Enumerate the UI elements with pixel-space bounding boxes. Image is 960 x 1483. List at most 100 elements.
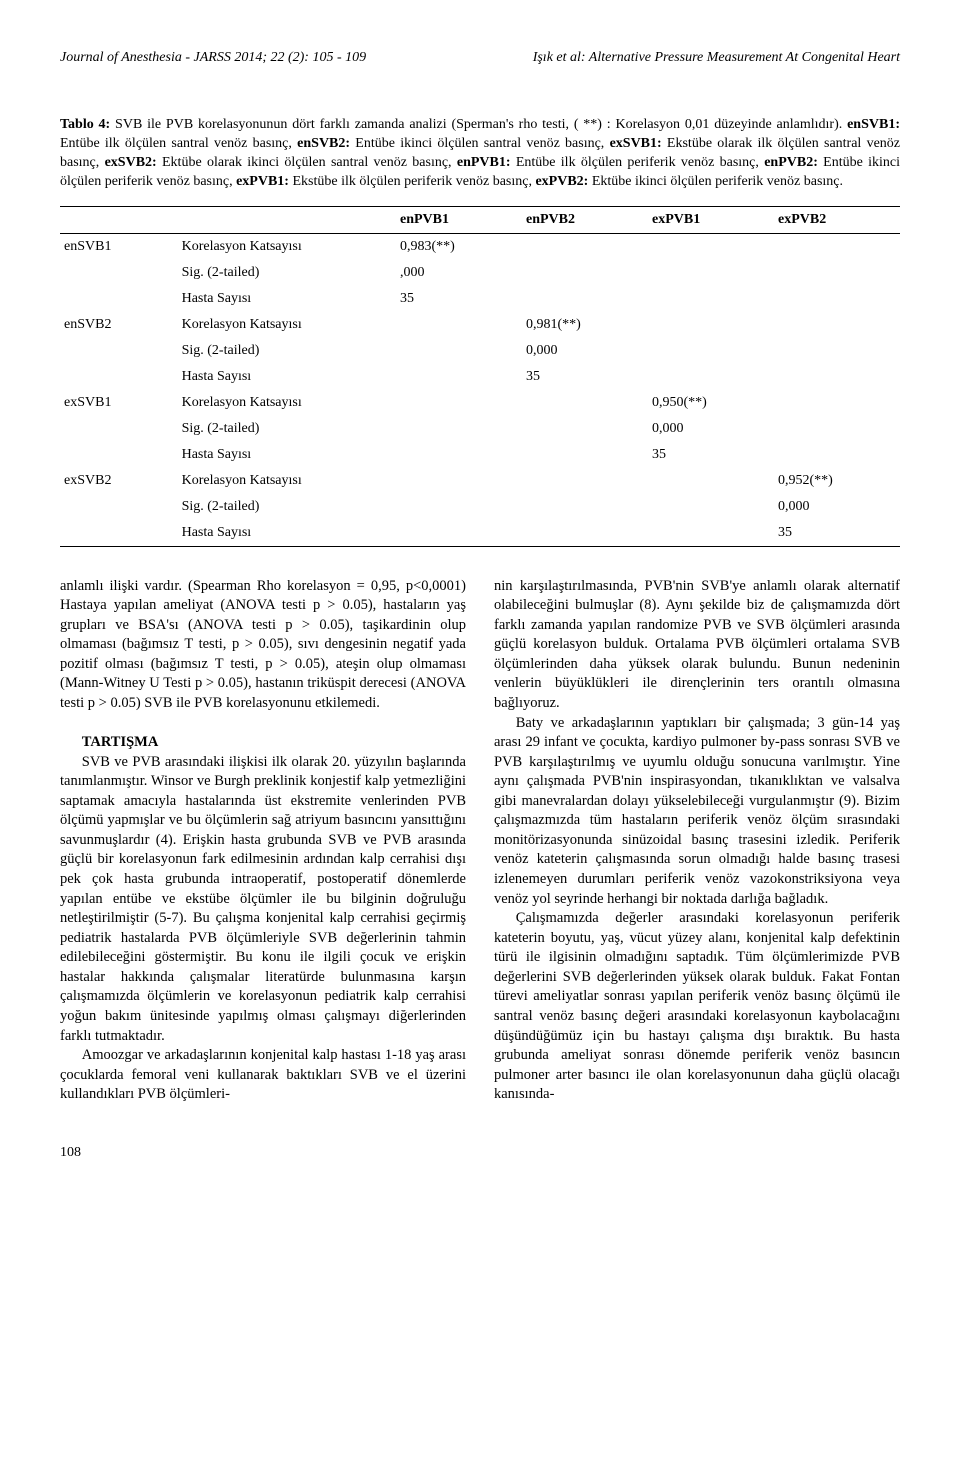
paragraph: SVB ve PVB arasındaki ilişkisi ilk olara…	[60, 753, 466, 1046]
table-row: enSVB1Korelasyon Katsayısı0,983(**)	[60, 233, 900, 260]
table-header-cell	[178, 206, 396, 233]
paragraph: anlamlı ilişki vardır. (Spearman Rho kor…	[60, 577, 466, 714]
table-cell	[774, 416, 900, 442]
table-cell	[396, 364, 522, 390]
table-cell	[648, 338, 774, 364]
caption-bold: exPVB1:	[236, 174, 289, 189]
table-cell	[396, 494, 522, 520]
caption-bold: enSVB2:	[297, 136, 350, 151]
table-cell	[648, 260, 774, 286]
table-cell	[522, 233, 648, 260]
caption-bold: enPVB2:	[764, 155, 818, 170]
table-row: Sig. (2-tailed) 0,000	[60, 416, 900, 442]
correlation-table: enPVB1 enPVB2 exPVB1 exPVB2 enSVB1Korela…	[60, 206, 900, 547]
table-cell	[774, 364, 900, 390]
table-cell: 0,983(**)	[396, 233, 522, 260]
body-text: anlamlı ilişki vardır. (Spearman Rho kor…	[60, 577, 900, 1105]
table-cell	[522, 390, 648, 416]
table-row: enSVB2Korelasyon Katsayısı0,981(**)	[60, 312, 900, 338]
table-cell	[774, 233, 900, 260]
table-cell: 0,952(**)	[774, 468, 900, 494]
row-group-label	[60, 416, 178, 442]
table-caption: Tablo 4: SVB ile PVB korelasyonunun dört…	[60, 116, 900, 192]
caption-text: Ekstübe ilk ölçülen periferik venöz bası…	[289, 174, 535, 189]
table-cell: 0,981(**)	[522, 312, 648, 338]
row-metric-name: Sig. (2-tailed)	[178, 416, 396, 442]
table-cell	[648, 233, 774, 260]
row-metric-name: Sig. (2-tailed)	[178, 338, 396, 364]
table-cell: 0,000	[774, 494, 900, 520]
table-row: Hasta Sayısı 35	[60, 364, 900, 390]
caption-text: Ektübe olarak ikinci ölçülen santral ven…	[157, 155, 457, 170]
table-cell: 35	[648, 442, 774, 468]
table-cell	[648, 364, 774, 390]
table-cell	[774, 312, 900, 338]
table-cell	[396, 338, 522, 364]
table-cell	[774, 390, 900, 416]
caption-text: SVB ile PVB korelasyonunun dört farklı z…	[110, 117, 847, 132]
caption-bold: exSVB1:	[610, 136, 662, 151]
table-cell	[522, 286, 648, 312]
row-metric-name: Hasta Sayısı	[178, 442, 396, 468]
table-header-cell: exPVB1	[648, 206, 774, 233]
table-cell	[522, 416, 648, 442]
table-cell	[522, 442, 648, 468]
row-group-label	[60, 338, 178, 364]
row-metric-name: Korelasyon Katsayısı	[178, 312, 396, 338]
table-cell: 35	[774, 520, 900, 547]
table-cell	[648, 312, 774, 338]
table-row: Sig. (2-tailed),000	[60, 260, 900, 286]
row-group-label: enSVB1	[60, 233, 178, 260]
table-cell	[396, 520, 522, 547]
paragraph: nin karşılaştırılmasında, PVB'nin SVB'ye…	[494, 577, 900, 714]
row-metric-name: Korelasyon Katsayısı	[178, 390, 396, 416]
table-cell	[648, 494, 774, 520]
table-row: Sig. (2-tailed) 0,000	[60, 338, 900, 364]
caption-bold: exPVB2:	[535, 174, 588, 189]
paragraph: Baty ve arkadaşlarının yaptıkları bir ça…	[494, 714, 900, 910]
row-group-label	[60, 442, 178, 468]
row-metric-name: Korelasyon Katsayısı	[178, 233, 396, 260]
row-metric-name: Korelasyon Katsayısı	[178, 468, 396, 494]
caption-text: Ektübe ikinci ölçülen periferik venöz ba…	[588, 174, 843, 189]
row-metric-name: Hasta Sayısı	[178, 286, 396, 312]
row-metric-name: Sig. (2-tailed)	[178, 260, 396, 286]
table-row: Hasta Sayısı35	[60, 286, 900, 312]
caption-bold: enSVB1:	[847, 117, 900, 132]
table-cell: 35	[522, 364, 648, 390]
article-title-short: Işık et al: Alternative Pressure Measure…	[533, 50, 900, 66]
row-group-label	[60, 494, 178, 520]
table-cell: 0,000	[522, 338, 648, 364]
table-cell	[396, 416, 522, 442]
paragraph	[60, 714, 466, 734]
row-group-label	[60, 520, 178, 547]
paragraph: Amoozgar ve arkadaşlarının konjenital ka…	[60, 1046, 466, 1105]
table-cell: ,000	[396, 260, 522, 286]
table-header-cell: enPVB2	[522, 206, 648, 233]
table-cell	[774, 442, 900, 468]
table-cell	[396, 468, 522, 494]
table-row: exSVB2Korelasyon Katsayısı0,952(**)	[60, 468, 900, 494]
section-heading: TARTIŞMA	[60, 733, 466, 753]
caption-text: Entübe ilk ölçülen santral venöz basınç,	[60, 136, 297, 151]
row-metric-name: Sig. (2-tailed)	[178, 494, 396, 520]
table-cell	[522, 520, 648, 547]
caption-bold: exSVB2:	[105, 155, 157, 170]
row-group-label: exSVB1	[60, 390, 178, 416]
table-cell	[396, 390, 522, 416]
table-cell	[522, 260, 648, 286]
row-group-label	[60, 260, 178, 286]
table-row: Hasta Sayısı 35	[60, 520, 900, 547]
table-cell: 0,000	[648, 416, 774, 442]
table-body: enSVB1Korelasyon Katsayısı0,983(**)Sig. …	[60, 233, 900, 546]
page-number: 108	[60, 1145, 900, 1161]
table-row: exSVB1Korelasyon Katsayısı0,950(**)	[60, 390, 900, 416]
table-row: Hasta Sayısı 35	[60, 442, 900, 468]
row-group-label	[60, 364, 178, 390]
table-header-cell: exPVB2	[774, 206, 900, 233]
table-cell	[396, 442, 522, 468]
row-group-label	[60, 286, 178, 312]
row-metric-name: Hasta Sayısı	[178, 520, 396, 547]
row-metric-name: Hasta Sayısı	[178, 364, 396, 390]
table-cell	[396, 312, 522, 338]
